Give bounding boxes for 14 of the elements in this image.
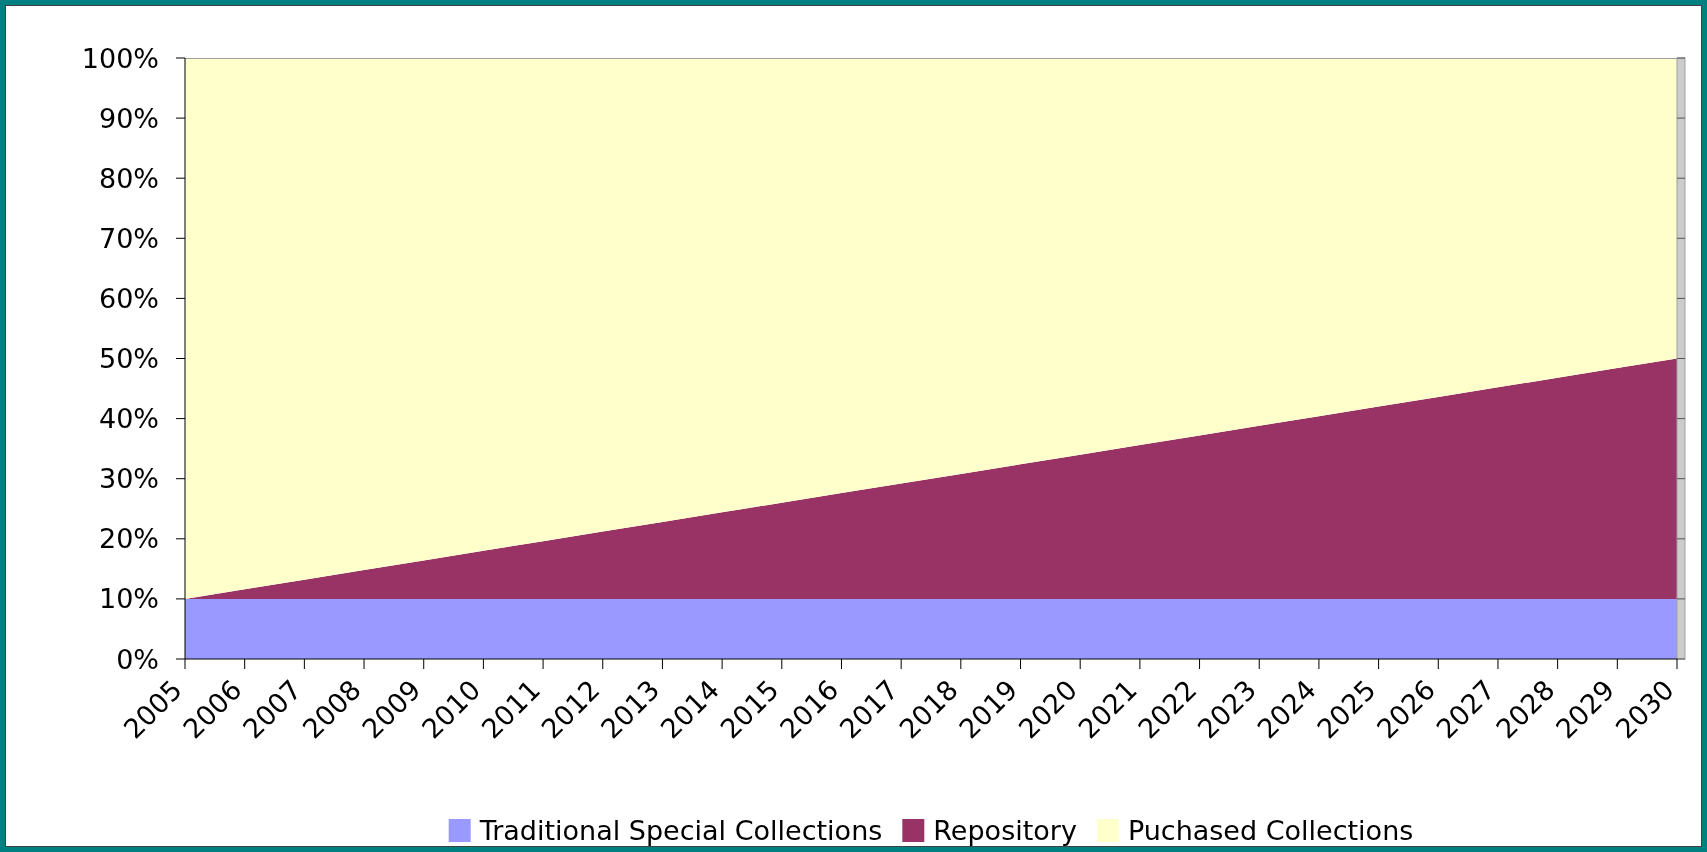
y-tick-label: 60% <box>98 282 159 314</box>
legend-label: Repository <box>933 814 1077 846</box>
y-tick-label: 20% <box>98 523 159 555</box>
legend-label: Traditional Special Collections <box>478 814 883 846</box>
y-tick-label: 100% <box>81 42 159 74</box>
legend-label: Puchased Collections <box>1127 814 1414 846</box>
y-tick-label: 90% <box>98 102 159 134</box>
y-tick-label: 70% <box>98 222 159 254</box>
y-tick-label: 30% <box>98 463 159 495</box>
y-tick-label: 0% <box>116 643 159 675</box>
y-tick-label: 50% <box>98 343 159 374</box>
y-tick-label: 40% <box>98 403 159 435</box>
y-tick-label: 10% <box>98 583 159 615</box>
y-tick-label: 80% <box>98 162 159 194</box>
